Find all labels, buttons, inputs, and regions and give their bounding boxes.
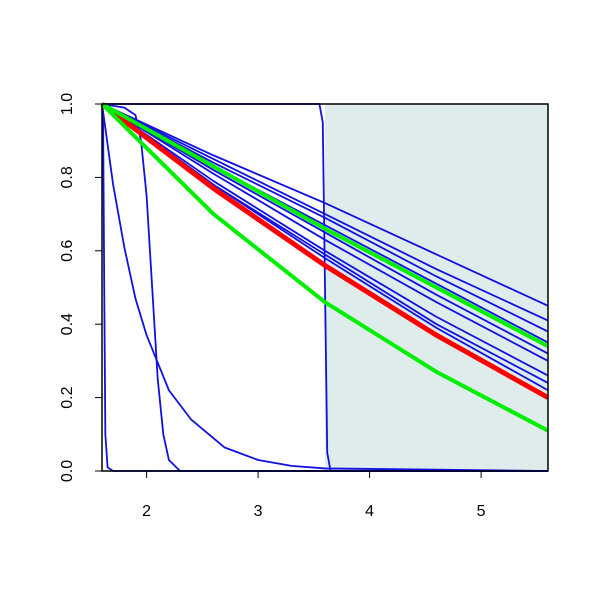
x-tick-label: 2	[142, 503, 151, 520]
y-tick-label: 0.2	[59, 386, 76, 408]
curve	[101, 103, 549, 333]
x-tick-label: 4	[365, 503, 374, 520]
y-tick-label: 0.4	[59, 313, 76, 335]
curve	[101, 103, 549, 307]
x-tick-label: 3	[254, 503, 263, 520]
curve	[100, 102, 550, 400]
y-tick-label: 0.0	[59, 460, 76, 482]
plot-frame	[101, 103, 549, 472]
y-tick-label: 0.6	[59, 240, 76, 262]
curve	[101, 103, 548, 472]
curve	[101, 103, 549, 322]
curve	[100, 102, 549, 433]
y-tick-label: 1.0	[59, 93, 76, 115]
curve	[101, 103, 549, 472]
x-tick-label: 5	[477, 503, 486, 520]
curve	[101, 102, 549, 348]
y-tick-label: 0.8	[59, 166, 76, 188]
